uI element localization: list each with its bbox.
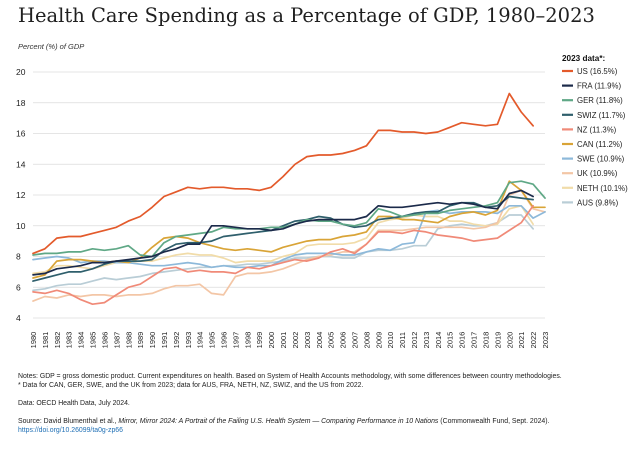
legend-entry: GER (11.8%)	[577, 96, 623, 105]
x-tick-label: 1992	[172, 332, 181, 349]
source-suffix: (Commonwealth Fund, Sept. 2024).	[438, 418, 550, 425]
series-line	[32, 204, 534, 306]
y-tick-label: 6	[16, 282, 21, 292]
x-tick-label: 2011	[398, 332, 407, 348]
x-tick-label: 2000	[267, 332, 276, 349]
x-tick-labels: 1980 1981 1982 1983 1984 1985 1986 1987 1988 1989…	[29, 332, 550, 349]
chart-plot: 4 6 8 10 12 14 16 18 20 1980 1981 1982 1983 1984 1985…	[16, 54, 628, 349]
chart-title: Health Care Spending as a Percentage of …	[18, 4, 595, 27]
series-line	[32, 214, 534, 292]
y-tick-label: 20	[16, 67, 26, 77]
x-tick-label: 2002	[291, 332, 300, 349]
source-title: Mirror, Mirror 2024: A Portrait of the F…	[118, 418, 439, 425]
legend-title: 2023 data*:	[562, 54, 605, 63]
legend-entry: AUS (9.8%)	[577, 198, 619, 207]
x-tick-label: 1982	[53, 332, 62, 349]
x-tick-label: 1995	[208, 332, 217, 349]
source-prefix: Source: David Blumenthal et al.,	[18, 418, 119, 425]
y-tick-label: 4	[16, 313, 21, 323]
x-tick-label: 2001	[279, 332, 288, 349]
legend-entry: UK (10.9%)	[577, 169, 618, 178]
x-tick-label: 1981	[41, 332, 50, 349]
series-line	[32, 204, 546, 269]
legend-entry: SWE (10.9%)	[577, 155, 625, 164]
x-tick-label: 1980	[29, 332, 38, 349]
x-tick-label: 2005	[327, 332, 336, 349]
legend-entry: FRA (11.9%)	[577, 82, 621, 91]
y-tick-labels: 4 6 8 10 12 14 16 18 20	[16, 67, 26, 323]
notes-text: Notes: GDP = gross domestic product. Cur…	[18, 373, 562, 380]
x-tick-label: 1984	[77, 332, 86, 349]
series-line	[32, 92, 534, 255]
x-tick-label: 2016	[458, 332, 467, 349]
legend-entry: NETH (10.1%)	[577, 184, 628, 193]
series-line	[32, 189, 534, 276]
y-tick-label: 10	[16, 221, 26, 231]
x-tick-label: 2006	[339, 332, 348, 349]
y-tick-label: 16	[16, 129, 26, 139]
legend-entry: CAN (11.2%)	[577, 140, 623, 149]
x-tick-label: 1987	[112, 332, 121, 349]
y-tick-label: 18	[16, 98, 26, 108]
x-tick-label: 1997	[231, 332, 240, 349]
x-tick-label: 2015	[446, 332, 455, 349]
x-tick-label: 2017	[470, 332, 479, 349]
x-tick-label: 2003	[303, 332, 312, 349]
x-tick-label: 1996	[220, 332, 229, 349]
y-tick-label: 12	[16, 190, 26, 200]
x-tick-label: 1993	[184, 332, 193, 349]
legend-entry: US (16.5%)	[577, 67, 618, 76]
gridlines	[33, 71, 545, 319]
x-tick-label: 2012	[410, 332, 419, 349]
x-tick-label: 2008	[362, 332, 371, 349]
y-tick-label: 8	[16, 252, 21, 262]
series-line	[32, 189, 546, 302]
x-tick-label: 1983	[65, 332, 74, 349]
x-tick-label: 1998	[243, 332, 252, 349]
x-tick-label: 2023	[541, 332, 550, 349]
x-tick-label: 2014	[434, 332, 443, 349]
x-tick-label: 1989	[136, 332, 145, 349]
y-tick-label: 14	[16, 159, 26, 169]
doi-link[interactable]: https://doi.org/10.26099/ta0g-zp66	[18, 427, 123, 434]
x-tick-label: 1991	[160, 332, 169, 349]
source-citation: Source: David Blumenthal et al., Mirror,…	[18, 417, 628, 426]
x-tick-label: 2010	[386, 332, 395, 349]
x-tick-label: 1999	[255, 332, 264, 349]
x-tick-label: 2009	[374, 332, 383, 349]
x-tick-label: 2018	[481, 332, 490, 349]
series-lines	[32, 92, 546, 306]
data-source: Data: OECD Health Data, July 2024.	[18, 400, 130, 407]
footnotes: Notes: GDP = gross domestic product. Cur…	[18, 372, 628, 435]
legend-entry: NZ (11.3%)	[577, 125, 617, 134]
legend-entry: SWIZ (11.7%)	[577, 111, 626, 120]
notes-asterisk: * Data for CAN, GER, SWE, and the UK fro…	[18, 382, 364, 389]
x-tick-label: 2007	[350, 332, 359, 349]
y-axis-label: Percent (%) of GDP	[18, 42, 85, 51]
x-tick-label: 2019	[493, 332, 502, 349]
x-tick-label: 2022	[529, 332, 538, 349]
x-tick-label: 1990	[148, 332, 157, 349]
x-tick-label: 1986	[100, 332, 109, 349]
x-tick-label: 2021	[517, 332, 526, 349]
x-tick-label: 1988	[124, 332, 133, 349]
legend: 2023 data*: US (16.5%) FRA (11.9%) GER (11.…	[562, 54, 628, 207]
x-tick-label: 1994	[196, 332, 205, 349]
x-tick-label: 2020	[505, 332, 514, 349]
x-tick-label: 2004	[315, 332, 324, 349]
x-tick-label: 2013	[422, 332, 431, 349]
x-tick-label: 1985	[89, 332, 98, 349]
